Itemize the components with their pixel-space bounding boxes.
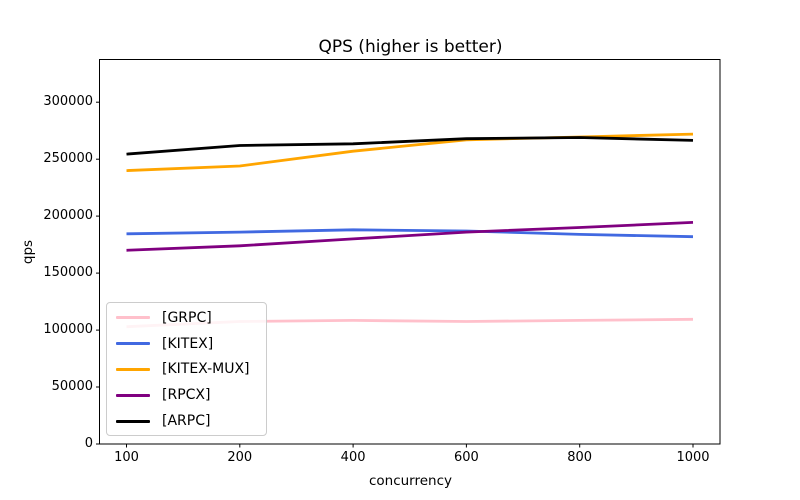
legend-line-swatch (116, 393, 150, 397)
legend-label: [GRPC] (162, 309, 212, 326)
chart-title: QPS (higher is better) (318, 37, 503, 57)
y-tick-label: 50000 (51, 379, 93, 395)
series-line-kitex-mux (126, 132, 694, 172)
y-tick-label: 200000 (43, 208, 93, 224)
y-tick-label: 150000 (43, 265, 93, 281)
y-tick-label: 300000 (43, 94, 93, 110)
x-tick-label: 800 (567, 450, 593, 465)
legend-label: [KITEX] (162, 335, 214, 352)
x-tick-label: 400 (340, 450, 366, 465)
y-tick-label: 0 (84, 436, 93, 451)
x-tick-label: 600 (453, 450, 479, 465)
series-line-arpc (126, 136, 694, 156)
legend-line-swatch (116, 419, 150, 423)
legend-item: [RPCX] (107, 382, 266, 408)
legend: [GRPC] [KITEX] [KITEX-MUX] [RPCX] [ARPC] (106, 302, 267, 436)
y-tick-label: 100000 (43, 322, 93, 338)
x-axis-label: concurrency (368, 473, 453, 489)
legend-item: [KITEX-MUX] (107, 357, 266, 383)
x-tick-label: 100 (114, 450, 139, 465)
legend-line-swatch (116, 367, 150, 371)
y-tick-label: 250000 (43, 151, 93, 167)
legend-item: [KITEX] (107, 331, 266, 357)
legend-label: [KITEX-MUX] (162, 361, 250, 378)
legend-line-swatch (116, 316, 150, 320)
legend-label: [RPCX] (162, 387, 211, 404)
series-line-rpcx (126, 221, 694, 252)
legend-item: [GRPC] (107, 305, 266, 331)
series-line-kitex (126, 228, 694, 239)
x-tick-label: 1000 (676, 450, 710, 465)
axes-spines (99, 59, 721, 445)
legend-label: [ARPC] (162, 413, 211, 430)
legend-line-swatch (116, 342, 150, 346)
legend-item: [ARPC] (107, 408, 266, 434)
x-tick-label: 200 (227, 450, 253, 465)
